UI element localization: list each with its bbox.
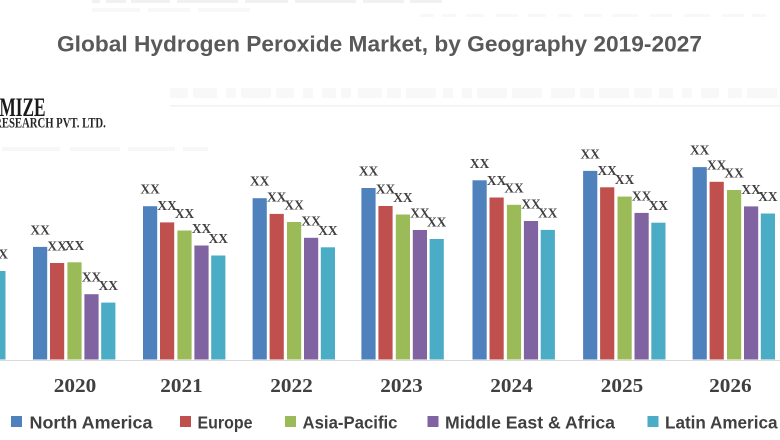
svg-text:2025: 2025	[601, 376, 644, 397]
svg-text:2023: 2023	[380, 376, 423, 397]
svg-text:Middle East & Africa: Middle East & Africa	[445, 412, 615, 432]
svg-text:XX: XX	[157, 198, 177, 213]
svg-text:XX: XX	[504, 180, 524, 195]
svg-text:XX: XX	[140, 182, 160, 197]
svg-text:MARKET RESEARCH PVT. LTD.: MARKET RESEARCH PVT. LTD.	[0, 116, 106, 132]
svg-text:MAXIMIZE: MAXIMIZE	[0, 92, 46, 122]
svg-text:2021: 2021	[160, 376, 203, 397]
svg-text:XX: XX	[707, 157, 727, 172]
svg-text:XX: XX	[65, 238, 85, 253]
svg-text:XX: XX	[301, 213, 321, 228]
svg-text:XX: XX	[758, 189, 778, 204]
svg-text:2020: 2020	[54, 376, 97, 397]
svg-text:North America: North America	[30, 412, 153, 432]
svg-text:XX: XX	[690, 143, 710, 158]
svg-text:XX: XX	[427, 215, 447, 230]
svg-text:2024: 2024	[490, 376, 533, 397]
svg-text:XX: XX	[284, 198, 304, 213]
svg-text:XX: XX	[470, 156, 490, 171]
svg-text:XX: XX	[0, 247, 8, 262]
svg-text:XX: XX	[209, 231, 229, 246]
svg-text:XX: XX	[393, 190, 413, 205]
svg-text:XX: XX	[581, 146, 601, 161]
svg-text:Europe: Europe	[198, 412, 253, 432]
svg-text:XX: XX	[318, 223, 338, 238]
svg-text:2026: 2026	[709, 376, 752, 397]
svg-text:XX: XX	[359, 164, 379, 179]
svg-text:Asia-Pacific: Asia-Pacific	[303, 412, 398, 432]
svg-text:XX: XX	[376, 182, 396, 197]
svg-text:XX: XX	[521, 197, 541, 212]
svg-text:XX: XX	[82, 270, 102, 285]
svg-text:XX: XX	[410, 206, 430, 221]
svg-text:XX: XX	[487, 173, 507, 188]
svg-text:XX: XX	[99, 278, 119, 293]
svg-text:XX: XX	[538, 205, 558, 220]
svg-text:XX: XX	[175, 206, 195, 221]
svg-text:XX: XX	[724, 166, 744, 181]
svg-text:XX: XX	[267, 189, 287, 204]
svg-text:XX: XX	[30, 222, 50, 237]
svg-text:XX: XX	[741, 182, 761, 197]
svg-text:XX: XX	[615, 172, 635, 187]
svg-text:XX: XX	[192, 221, 212, 236]
svg-text:Global Hydrogen Peroxide Marke: Global Hydrogen Peroxide Market, by Geog…	[57, 32, 702, 57]
svg-text:2022: 2022	[270, 376, 313, 397]
svg-text:Latin America: Latin America	[665, 412, 778, 432]
svg-text:XX: XX	[250, 174, 270, 189]
svg-text:XX: XX	[632, 188, 652, 203]
svg-text:XX: XX	[47, 239, 67, 254]
svg-text:XX: XX	[649, 198, 669, 213]
svg-text:XX: XX	[598, 163, 618, 178]
